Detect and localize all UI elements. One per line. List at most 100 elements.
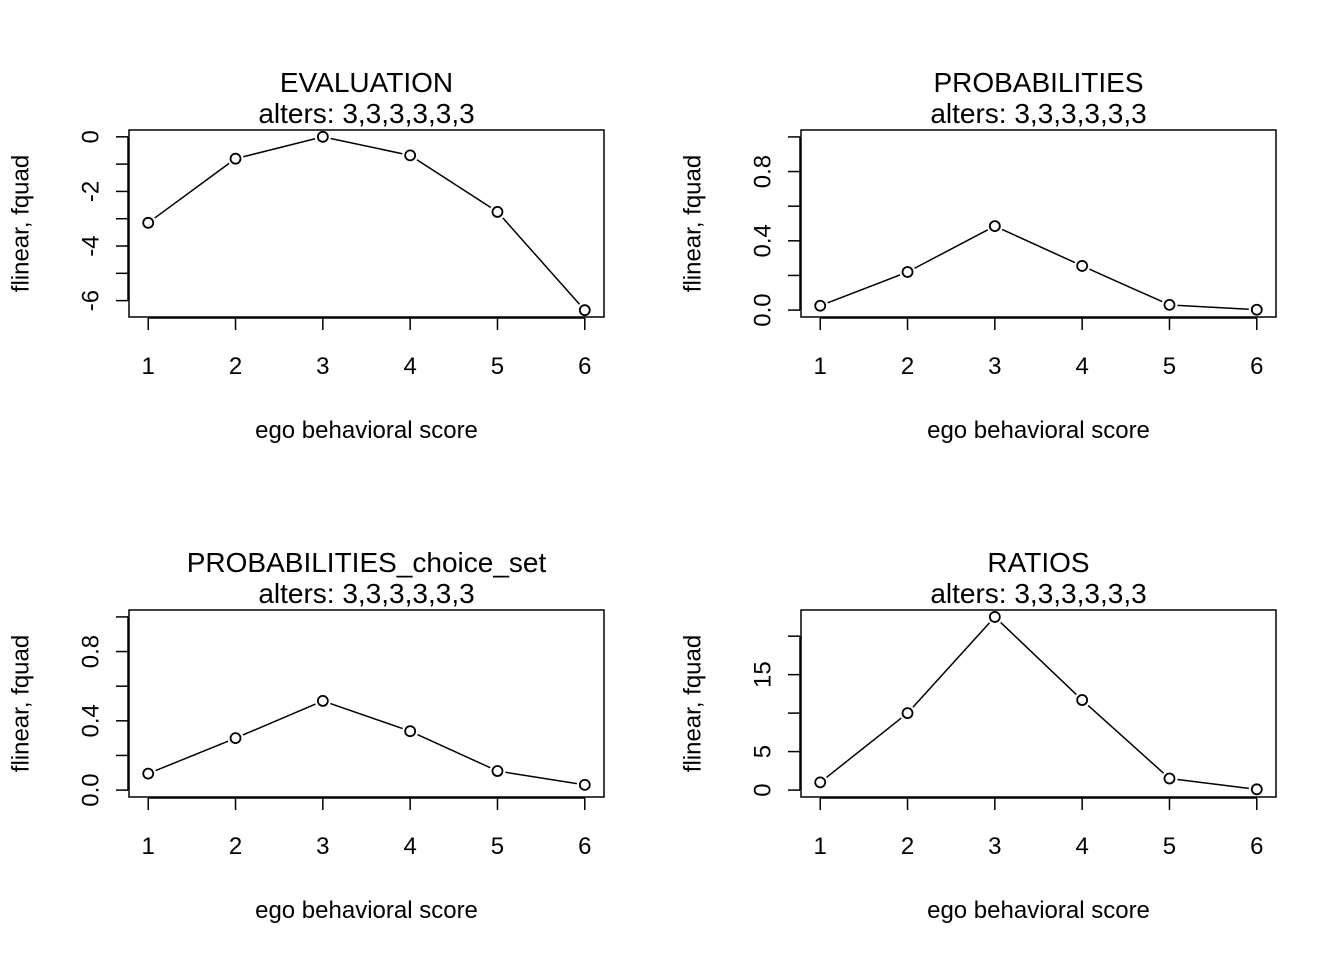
- data-point: [1250, 303, 1263, 316]
- series-line-segment: [154, 162, 230, 219]
- series-line-segment: [1177, 304, 1249, 311]
- x-axis-label: ego behavioral score: [927, 417, 1150, 444]
- plot-frame: [800, 129, 1277, 318]
- y-tick-label: 15: [750, 661, 777, 688]
- data-point: [491, 765, 504, 777]
- y-tick-label: -6: [78, 290, 105, 311]
- x-tick-label: 4: [403, 833, 416, 860]
- data-point: [404, 149, 417, 162]
- plot-frame: [128, 129, 605, 318]
- y-tick-label: 0.4: [78, 704, 105, 737]
- data-point: [814, 299, 827, 312]
- y-axis-label: flinear, fquad: [8, 155, 35, 292]
- x-tick-label: 2: [901, 833, 914, 860]
- x-axis-label: ego behavioral score: [927, 897, 1150, 924]
- y-tick-label: 0: [750, 783, 777, 796]
- x-tick-label: 5: [1163, 833, 1176, 860]
- y-axis-label: flinear, fquad: [680, 635, 707, 772]
- y-tick-label: 0.8: [750, 155, 777, 188]
- series-line-segment: [912, 622, 991, 708]
- plot-frame: [800, 609, 1277, 798]
- x-tick-label: 4: [1075, 833, 1088, 860]
- y-tick-label: 5: [750, 745, 777, 758]
- y-tick-label: 0.4: [750, 224, 777, 257]
- x-tick-label: 4: [1075, 353, 1088, 380]
- y-axis-label: flinear, fquad: [680, 155, 707, 292]
- x-tick-label: 3: [988, 353, 1001, 380]
- x-tick-label: 1: [814, 353, 827, 380]
- y-tick-label: 0.8: [78, 635, 105, 668]
- series-line-segment: [505, 771, 578, 785]
- x-tick-label: 1: [142, 353, 155, 380]
- x-tick-label: 4: [403, 353, 416, 380]
- data-point: [142, 767, 155, 780]
- data-point: [229, 152, 242, 165]
- series-line-segment: [242, 703, 316, 736]
- y-axis-label: flinear, fquad: [8, 635, 35, 772]
- y-tick-label: 0: [78, 130, 105, 143]
- chart-subtitle: alters: 3,3,3,3,3,3: [930, 578, 1146, 609]
- data-point: [316, 695, 329, 707]
- chart-title: PROBABILITIES: [933, 67, 1143, 98]
- data-point: [988, 220, 1001, 232]
- x-tick-label: 5: [491, 353, 504, 380]
- chart-subtitle: alters: 3,3,3,3,3,3: [930, 98, 1146, 129]
- x-tick-label: 2: [229, 353, 242, 380]
- series-line-segment: [1089, 268, 1163, 303]
- x-tick-label: 2: [901, 353, 914, 380]
- chart-title: RATIOS: [987, 547, 1089, 578]
- data-point: [1076, 260, 1089, 272]
- series-line-segment: [1087, 704, 1165, 774]
- data-point: [578, 778, 591, 791]
- data-point: [1250, 783, 1263, 796]
- x-axis-label: ego behavioral score: [255, 417, 478, 444]
- x-tick-label: 3: [316, 833, 329, 860]
- chart-subtitle: alters: 3,3,3,3,3,3: [258, 98, 474, 129]
- x-axis-label: ego behavioral score: [255, 897, 478, 924]
- chart-title: PROBABILITIES_choice_set: [187, 547, 547, 578]
- series-line-segment: [1000, 621, 1077, 696]
- data-point: [901, 707, 914, 720]
- x-tick-label: 5: [1163, 353, 1176, 380]
- series-line-segment: [416, 159, 492, 209]
- series-line-segment: [1001, 228, 1076, 264]
- x-tick-label: 6: [1250, 353, 1263, 380]
- data-point: [404, 725, 417, 738]
- data-point: [1076, 694, 1089, 706]
- x-tick-label: 5: [491, 833, 504, 860]
- x-tick-label: 3: [988, 833, 1001, 860]
- y-tick-label: 0.0: [750, 293, 777, 326]
- series-line-segment: [1177, 778, 1249, 790]
- series-line-segment: [330, 137, 403, 155]
- chart-subtitle: alters: 3,3,3,3,3,3: [258, 578, 474, 609]
- y-tick-label: -2: [78, 181, 105, 202]
- series-line-segment: [417, 733, 491, 769]
- data-point: [316, 130, 329, 143]
- data-point: [142, 216, 155, 229]
- series-line-segment: [826, 717, 902, 778]
- data-point: [1163, 298, 1176, 311]
- data-point: [814, 776, 827, 789]
- x-tick-label: 6: [1250, 833, 1263, 860]
- data-point: [901, 266, 914, 278]
- data-point: [229, 732, 242, 745]
- x-tick-label: 6: [578, 353, 591, 380]
- series-line-segment: [827, 274, 901, 304]
- x-tick-label: 2: [229, 833, 242, 860]
- chart-title: EVALUATION: [280, 67, 453, 98]
- series-line-segment: [914, 229, 989, 269]
- series-line-segment: [243, 138, 316, 158]
- x-tick-label: 1: [142, 833, 155, 860]
- data-point: [578, 304, 591, 317]
- x-tick-label: 6: [578, 833, 591, 860]
- y-tick-label: -4: [78, 235, 105, 256]
- data-point: [1163, 772, 1176, 785]
- data-point: [988, 611, 1001, 623]
- x-tick-label: 3: [316, 353, 329, 380]
